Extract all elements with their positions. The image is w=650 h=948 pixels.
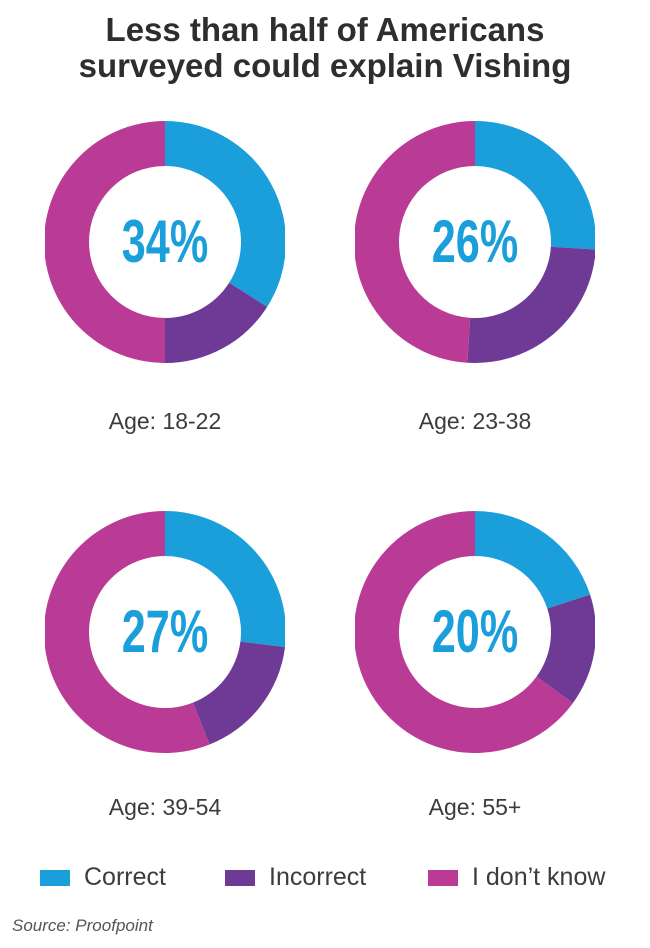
- age-label: Age: 23-38: [418, 408, 532, 434]
- legend: Correct Incorrect I don’t know: [40, 862, 640, 894]
- age-label: Age: 39-54: [108, 794, 222, 820]
- title-line-1: Less than half of Americans: [105, 11, 545, 48]
- source-note: Source: Proofpoint: [12, 916, 153, 935]
- donut-chart-2-svg: 26%: [355, 121, 595, 363]
- donut-chart-3: 27% Age: 39-54: [45, 510, 345, 840]
- donut-chart-2: 26% Age: 23-38: [355, 120, 650, 450]
- donut-slice-incorrect: [467, 246, 595, 363]
- center-percent-label: 34%: [122, 209, 208, 276]
- donut-chart-4: 20% Age: 55+: [355, 510, 650, 840]
- center-percent-label: 26%: [432, 209, 518, 276]
- legend-label-incorrect: Incorrect: [269, 863, 367, 891]
- donut-slice-correct: [165, 121, 285, 307]
- donut-slice-dont-know: [355, 511, 573, 753]
- title-line-2: surveyed could explain Vishing: [78, 47, 572, 84]
- legend-label-correct: Correct: [84, 863, 166, 891]
- donut-slice-dont-know: [45, 121, 165, 363]
- donut-slice-correct: [475, 121, 595, 250]
- age-label: Age: 55+: [428, 794, 522, 820]
- page-title: Less than half of Americans surveyed cou…: [0, 12, 650, 84]
- legend-label-dont-know: I don’t know: [472, 863, 606, 891]
- legend-swatch-incorrect: [225, 870, 255, 886]
- donut-slice-correct: [475, 511, 591, 609]
- donut-chart-4-svg: 20%: [355, 511, 595, 753]
- donut-slice-dont-know: [355, 121, 475, 363]
- center-percent-label: 27%: [122, 599, 208, 666]
- center-percent-label: 20%: [432, 599, 518, 666]
- legend-swatch-dont-know: [428, 870, 458, 886]
- age-label: Age: 18-22: [108, 408, 222, 434]
- donut-slice-dont-know: [45, 511, 210, 753]
- donut-slice-incorrect: [536, 594, 595, 704]
- donut-chart-3-svg: 27%: [45, 511, 285, 753]
- donut-chart-1-svg: 34%: [45, 121, 285, 363]
- donut-slice-correct: [165, 511, 285, 648]
- donut-slice-incorrect: [165, 282, 268, 363]
- donut-chart-1: 34% Age: 18-22: [45, 120, 345, 450]
- legend-swatch-correct: [40, 870, 70, 886]
- donut-slice-incorrect: [192, 641, 285, 745]
